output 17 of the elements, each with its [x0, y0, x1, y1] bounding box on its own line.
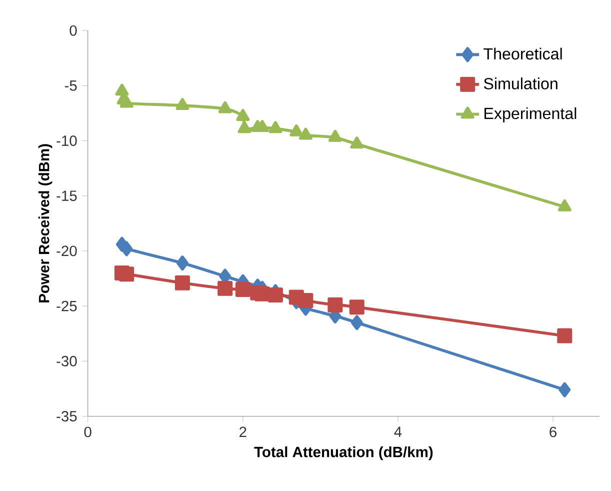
y-tick-label: -20	[56, 246, 77, 256]
x-tick-label: 0	[84, 426, 92, 438]
y-tick-label: -30	[56, 356, 77, 367]
y-tick-label: -5	[64, 80, 77, 91]
y-tick-label: -10	[56, 136, 77, 146]
x-tick-label: 2	[240, 426, 246, 438]
y-tick-label: -35	[56, 411, 77, 422]
y-axis-title: Power Received (dBm)	[38, 144, 52, 303]
legend-label: Theoretical	[484, 48, 562, 60]
legend-label: Simulation	[484, 78, 558, 90]
y-tick-label: 0	[70, 25, 77, 36]
x-axis-title: Total Attenuation (dB/km)	[254, 446, 433, 460]
x-tick-label: 4	[394, 426, 402, 438]
x-tick-label: 6	[550, 426, 556, 438]
y-tick-label: -25	[56, 300, 77, 312]
legend-label: Experimental	[484, 107, 576, 122]
y-tick-label: -15	[56, 190, 77, 202]
